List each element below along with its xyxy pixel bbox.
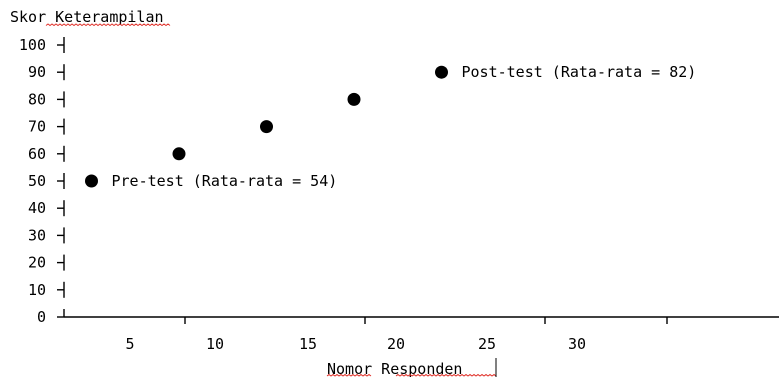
data-point — [347, 92, 361, 106]
x-tick-label: 5 — [125, 335, 134, 353]
y-tick-label: 0 — [37, 308, 46, 326]
x-tick-label: 15 — [299, 335, 317, 353]
x-tick-label: 25 — [478, 335, 496, 353]
y-tick-label: 10 — [28, 281, 46, 299]
y-tick-label: 30 — [28, 226, 46, 244]
x-tick-label: 20 — [387, 335, 405, 353]
annotation-label: Post-test (Rata-rata = 82) — [462, 63, 697, 81]
y-tick-label: 90 — [28, 63, 46, 81]
x-tick-label: 10 — [206, 335, 224, 353]
data-point — [260, 120, 273, 134]
annotation-label: Pre-test (Rata-rata = 54) — [112, 172, 338, 190]
data-point — [435, 65, 448, 79]
spellcheck-underline-xlabel — [326, 373, 497, 377]
spellcheck-underline-ylabel — [45, 23, 171, 27]
annotations: Pre-test (Rata-rata = 54) Post-test (Rata… — [112, 63, 697, 190]
x-tick-label: 30 — [568, 335, 586, 353]
y-tick-label: 100 — [19, 36, 46, 54]
y-tick-label: 20 — [28, 254, 46, 272]
data-points — [85, 65, 448, 188]
y-tick-label: 70 — [28, 118, 46, 136]
x-axis: 5 10 15 20 25 30 — [64, 316, 779, 353]
y-tick-label: 60 — [28, 145, 46, 163]
y-tick-label: 40 — [28, 199, 46, 217]
y-tick-label: 80 — [28, 90, 46, 108]
y-tick-label: 50 — [28, 172, 46, 190]
data-point — [172, 147, 186, 161]
x-axis-label: Nomor Responden — [327, 360, 462, 377]
data-point — [85, 174, 98, 188]
y-axis-label: Skor Keterampilan — [10, 8, 164, 26]
